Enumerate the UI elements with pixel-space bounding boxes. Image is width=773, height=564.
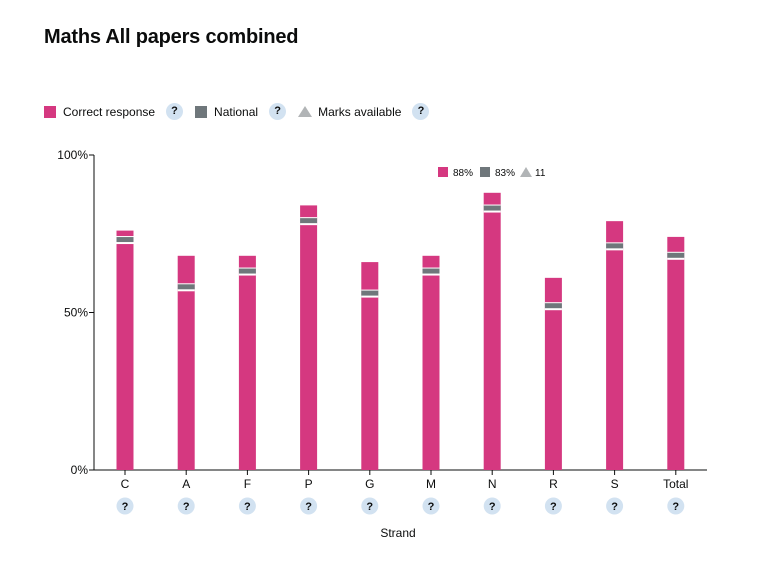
page-title: Maths All papers combined [44, 26, 299, 48]
category-label: R [549, 477, 558, 491]
correct-response-swatch [44, 105, 56, 118]
legend-marks-available: Marks available ? [298, 103, 430, 120]
help-question-circle [177, 497, 195, 515]
national-marker [361, 290, 379, 296]
correct-response-bar [177, 255, 195, 470]
correct-response-bar [606, 221, 624, 470]
help-question-icon[interactable]: ? [238, 497, 256, 515]
help-question-glyph: ? [366, 501, 373, 513]
help-question-circle [667, 497, 685, 515]
help-question-glyph: ? [122, 501, 129, 513]
help-question-circle [300, 497, 318, 515]
tooltip-national-value: 83% [495, 168, 515, 179]
help-question-circle [544, 497, 562, 515]
help-question-circle [238, 497, 256, 515]
help-question-icon[interactable]: ? [422, 497, 440, 515]
help-question-glyph: ? [305, 501, 312, 513]
national-marker [177, 284, 195, 290]
category-label: G [365, 477, 374, 491]
national-marker [667, 252, 685, 258]
help-question-icon[interactable]: ? [483, 497, 501, 515]
help-question-icon[interactable]: ? [361, 497, 379, 515]
chart-legend: Correct response ? National ? Marks avai… [44, 103, 441, 120]
help-question-icon[interactable]: ? [116, 497, 134, 515]
help-question-glyph: ? [611, 501, 618, 513]
legend-correct-response: Correct response ? [44, 103, 184, 120]
help-question-glyph: ? [428, 501, 435, 513]
marks-available-triangle-icon [298, 106, 313, 117]
national-marker [422, 268, 440, 274]
category-label: P [305, 477, 313, 491]
legend-marks-label: Marks available [318, 104, 402, 119]
category-label: M [426, 477, 436, 491]
correct-response-bar [361, 262, 379, 470]
category-label: N [488, 477, 497, 491]
national-marker [606, 243, 624, 249]
tooltip-marks-triangle-icon [520, 167, 532, 177]
tooltip-correct-value: 88% [453, 168, 473, 179]
correct-response-bar [238, 255, 256, 470]
category-label: Total [663, 477, 688, 491]
help-question-glyph: ? [489, 501, 496, 513]
national-marker [300, 218, 318, 224]
legend-correct-label: Correct response [63, 104, 156, 119]
help-question-circle [116, 497, 134, 515]
y-tick-label: 100% [57, 148, 88, 162]
correct-response-bar [544, 277, 562, 470]
help-question-circle [606, 497, 624, 515]
national-marker [544, 303, 562, 309]
category-label: S [611, 477, 619, 491]
category-label: F [244, 477, 251, 491]
help-question-icon[interactable]: ? [544, 497, 562, 515]
tooltip-national-swatch [480, 167, 490, 177]
help-question-icon[interactable]: ? [269, 103, 287, 120]
correct-response-bar [300, 205, 318, 470]
correct-response-bar [422, 255, 440, 470]
national-marker [116, 237, 134, 243]
y-tick-label: 0% [71, 463, 89, 477]
category-label: C [121, 477, 130, 491]
help-question-glyph: ? [672, 501, 679, 513]
help-question-icon[interactable]: ? [300, 497, 318, 515]
help-question-circle [361, 497, 379, 515]
help-question-glyph: ? [244, 501, 251, 513]
help-question-icon[interactable]: ? [412, 103, 430, 120]
national-marker [483, 205, 501, 211]
correct-response-bar [116, 230, 134, 470]
help-question-icon[interactable]: ? [166, 103, 184, 120]
category-label: A [182, 477, 190, 491]
help-question-glyph: ? [550, 501, 557, 513]
national-marker [238, 268, 256, 274]
tooltip-marks-value: 11 [535, 168, 546, 179]
x-axis-title: Strand [380, 526, 415, 540]
legend-national-label: National [214, 104, 259, 119]
help-question-icon[interactable]: ? [177, 497, 195, 515]
help-question-circle [483, 497, 501, 515]
help-question-icon[interactable]: ? [667, 497, 685, 515]
tooltip-correct-swatch [438, 167, 448, 177]
help-question-circle [422, 497, 440, 515]
y-tick-label: 50% [64, 306, 88, 320]
help-question-icon[interactable]: ? [606, 497, 624, 515]
legend-national: National ? [195, 103, 287, 120]
correct-response-bar [667, 236, 685, 470]
national-swatch [195, 105, 208, 118]
help-question-glyph: ? [183, 501, 190, 513]
correct-response-bar [483, 192, 501, 471]
